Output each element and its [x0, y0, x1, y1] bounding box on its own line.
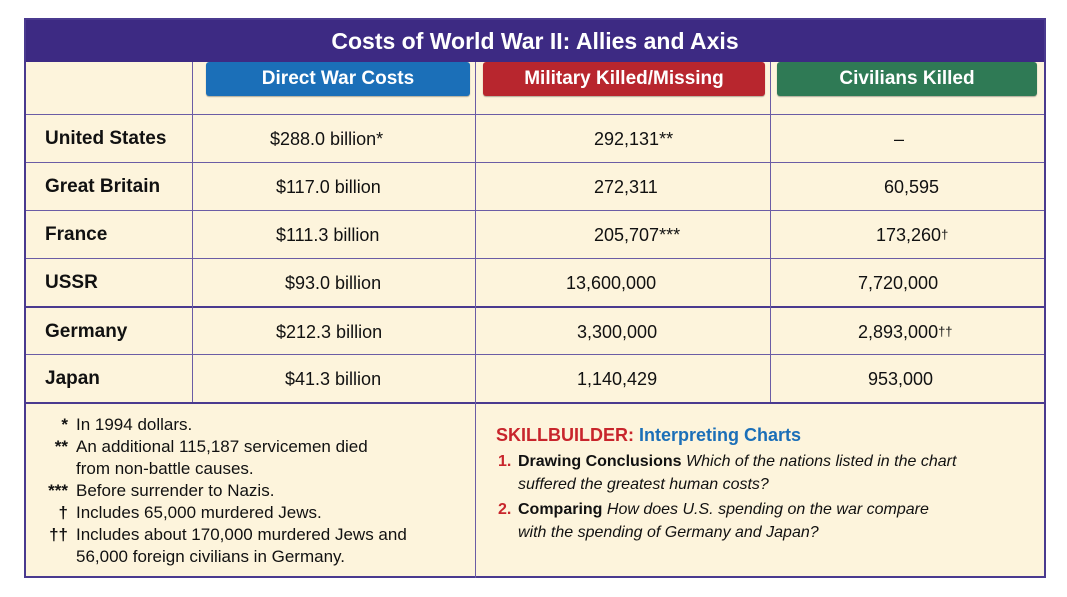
table-row: United States $288.0 billion* 292,131** …	[26, 114, 1044, 163]
table-row: Great Britain $117.0 billion 272,311 60,…	[26, 162, 1044, 211]
question-label: Drawing Conclusions	[518, 453, 682, 470]
civilians-killed-cell: 173,260 †	[876, 224, 949, 245]
footnote: from non-battle causes.	[76, 458, 254, 479]
chart-title: Costs of World War II: Allies and Axis	[26, 20, 1044, 62]
footnotes: * In 1994 dollars. ** An additional 115,18…	[26, 402, 474, 578]
country-name: Germany	[45, 321, 128, 342]
question-text: suffered the greatest human costs?	[518, 476, 769, 493]
question-text: How does U.S. spending on the war compar…	[606, 501, 929, 518]
table-bottom-border	[26, 402, 1044, 404]
direct-war-cost: $111.3 billion	[276, 224, 380, 245]
footnote: † Includes 65,000 murdered Jews.	[59, 502, 322, 523]
civilians-killed-cell: 2,893,000 ††	[858, 321, 953, 342]
country-name: USSR	[45, 272, 98, 293]
column-divider	[770, 62, 771, 402]
question-number: 2.	[498, 501, 512, 518]
footnote-mark: ***	[48, 481, 68, 500]
military-killed: 3,300,000	[577, 321, 658, 342]
footnote-text: Before surrender to Nazis.	[76, 481, 275, 500]
footnote: 56,000 foreign civilians in Germany.	[76, 546, 345, 567]
column-divider	[475, 62, 476, 402]
military-killed: 272,311	[594, 176, 658, 197]
direct-war-cost: $117.0 billion	[276, 176, 381, 197]
table-row: Germany $212.3 billion 3,300,000 2,893,0…	[26, 306, 1044, 356]
footnote-text: from non-battle causes.	[76, 459, 254, 478]
civilians-killed: 7,720,000	[858, 272, 939, 293]
column-header-civilians-killed: Civilians Killed	[777, 62, 1037, 96]
footnote-text: Includes about 170,000 murdered Jews and	[76, 525, 407, 544]
skillbuilder-topic: Interpreting Charts	[639, 425, 802, 445]
footnote-text: An additional 115,187 servicemen died	[76, 437, 368, 456]
civilians-killed: 2,893,000	[858, 321, 939, 342]
military-killed: 1,140,429	[577, 368, 658, 389]
country-name: France	[45, 224, 108, 245]
military-killed: 205,707***	[594, 224, 681, 245]
footnote: †† Includes about 170,000 murdered Jews a…	[49, 524, 407, 545]
military-killed: 13,600,000	[566, 272, 657, 293]
direct-war-cost: $288.0 billion*	[270, 128, 384, 149]
table-row: USSR $93.0 billion 13,600,000 7,720,000	[26, 258, 1044, 307]
question-number: 1.	[498, 453, 512, 470]
question-text: with the spending of Germany and Japan?	[518, 524, 819, 541]
footnote: *** Before surrender to Nazis.	[48, 480, 275, 501]
table-row: Japan $41.3 billion 1,140,429 953,000	[26, 354, 1044, 403]
question-text: Which of the nations listed in the chart	[686, 453, 957, 470]
civilians-killed: 173,260	[876, 224, 942, 245]
skillbuilder-panel: SKILLBUILDER: Interpreting Charts 1. Dra…	[475, 402, 1047, 578]
column-header-military-killed: Military Killed/Missing	[483, 62, 765, 96]
header-row: Direct War Costs Military Killed/Missing…	[26, 62, 1044, 114]
footnote-mark: **	[54, 437, 68, 456]
skillbuilder-heading: SKILLBUILDER: Interpreting Charts	[496, 425, 801, 446]
footnote-text: 56,000 foreign civilians in Germany.	[76, 547, 345, 566]
question-label: Comparing	[518, 501, 603, 518]
civilians-killed: –	[894, 128, 905, 149]
footnote-text: In 1994 dollars.	[76, 415, 193, 434]
civilians-killed: 60,595	[884, 176, 940, 197]
footnote: ** An additional 115,187 servicemen died	[55, 436, 368, 457]
column-divider	[192, 62, 193, 402]
direct-war-cost: $93.0 billion	[285, 272, 382, 293]
country-name: Great Britain	[45, 176, 161, 197]
skillbuilder-label: SKILLBUILDER:	[496, 425, 634, 445]
country-name: United States	[45, 128, 167, 149]
footnote-mark: †	[58, 503, 68, 522]
footnote-mark: ††	[49, 525, 68, 544]
footnote-mark: *	[61, 415, 68, 434]
direct-war-cost: $41.3 billion	[285, 368, 382, 389]
direct-war-cost: $212.3 billion	[276, 321, 383, 342]
civilians-killed: 953,000	[868, 368, 934, 389]
country-name: Japan	[45, 368, 100, 389]
military-killed: 292,131**	[594, 128, 674, 149]
chart-frame: Costs of World War II: Allies and Axis D…	[24, 18, 1046, 578]
footnote-text: Includes 65,000 murdered Jews.	[76, 503, 322, 522]
column-header-direct-war-costs: Direct War Costs	[206, 62, 470, 96]
table-row: France $111.3 billion 205,707*** 173,260…	[26, 210, 1044, 259]
footnote: * In 1994 dollars.	[61, 414, 193, 435]
